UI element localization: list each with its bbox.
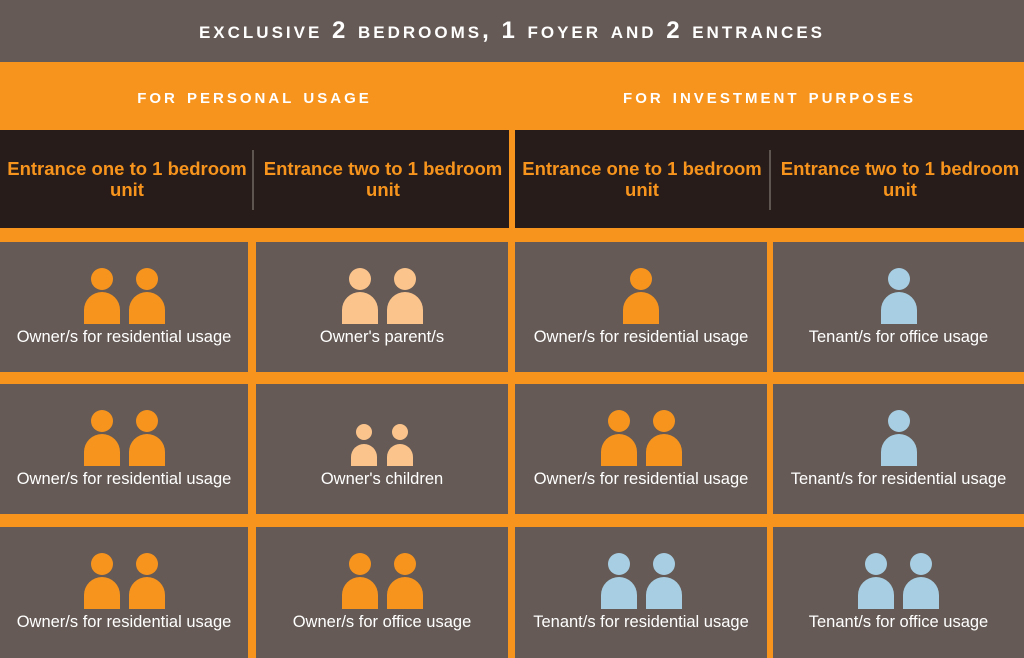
usage-cell: Owner/s for residential usage [0, 527, 248, 658]
person-icon [386, 268, 423, 324]
person-icon [645, 553, 682, 609]
entrance-band-personal [0, 130, 509, 228]
usage-label: Owner/s for residential usage [533, 470, 749, 488]
usage-cell: Tenant/s for office usage [773, 242, 1024, 372]
person-icon [858, 553, 894, 609]
person-icon [83, 268, 120, 324]
person-icon [623, 268, 659, 324]
entrance-heading: Entrance one to 1 bedroom unit [7, 158, 247, 200]
entrance-divider [252, 150, 254, 210]
usage-cell: Owner/s for office usage [256, 527, 508, 658]
section-heading-investment: FOR INVESTMENT PURPOSES [623, 83, 916, 108]
person-icon [128, 553, 165, 609]
usage-cell: Owner/s for residential usage [0, 384, 248, 514]
usage-label: Tenant/s for office usage [808, 328, 989, 346]
usage-label: Owner's parent/s [319, 328, 445, 346]
person-icon [341, 268, 378, 324]
two-person-icon [600, 553, 682, 609]
two-person-icon [83, 268, 165, 324]
usage-label: Tenant/s for office usage [808, 613, 989, 631]
usage-cell: Tenant/s for residential usage [515, 527, 767, 658]
usage-cell: Tenant/s for office usage [773, 527, 1024, 658]
usage-label: Owner/s for residential usage [16, 470, 232, 488]
usage-cell: Owner's children [256, 384, 508, 514]
usage-label: Tenant/s for residential usage [790, 470, 1007, 488]
person-icon [600, 553, 637, 609]
person-icon [903, 553, 939, 609]
usage-cell: Tenant/s for residential usage [773, 384, 1024, 514]
usage-label: Owner/s for residential usage [16, 613, 232, 631]
two-person-icon [341, 268, 423, 324]
two-person-icon [83, 410, 165, 466]
usage-label: Tenant/s for residential usage [533, 613, 749, 631]
usage-label: Owner/s for office usage [292, 613, 472, 631]
two-person-icon [600, 410, 682, 466]
person-icon [880, 410, 917, 466]
child-icon [351, 424, 377, 466]
usage-cell: Owner/s for residential usage [515, 384, 767, 514]
two-person-icon [341, 553, 423, 609]
person-icon [645, 410, 682, 466]
child-icon [387, 424, 413, 466]
two-child-icon [351, 410, 413, 466]
two-person-icon [858, 553, 939, 609]
person-icon [83, 553, 120, 609]
entrance-divider [769, 150, 771, 210]
entrance-heading: Entrance one to 1 bedroom unit [522, 158, 762, 200]
person-icon [880, 268, 917, 324]
page-title: EXCLUSIVE 2 BEDROOMS, 1 FOYER AND 2 ENTR… [0, 0, 1024, 62]
usage-label: Owner/s for residential usage [533, 328, 749, 346]
person-icon [600, 410, 637, 466]
two-person-icon [83, 553, 165, 609]
usage-label: Owner/s for residential usage [16, 328, 232, 346]
entrance-heading: Entrance two to 1 bedroom unit [263, 158, 503, 200]
entrance-heading: Entrance two to 1 bedroom unit [780, 158, 1020, 200]
person-icon [128, 410, 165, 466]
usage-cell: Owner/s for residential usage [0, 242, 248, 372]
usage-cell: Owner/s for residential usage [515, 242, 767, 372]
person-icon [880, 268, 917, 324]
person-icon [880, 410, 917, 466]
usage-cell: Owner's parent/s [256, 242, 508, 372]
person-icon [83, 410, 120, 466]
person-icon [623, 268, 659, 324]
usage-label: Owner's children [320, 470, 444, 488]
person-icon [128, 268, 165, 324]
person-icon [386, 553, 423, 609]
section-heading-personal: FOR PERSONAL USAGE [137, 83, 372, 108]
person-icon [341, 553, 378, 609]
